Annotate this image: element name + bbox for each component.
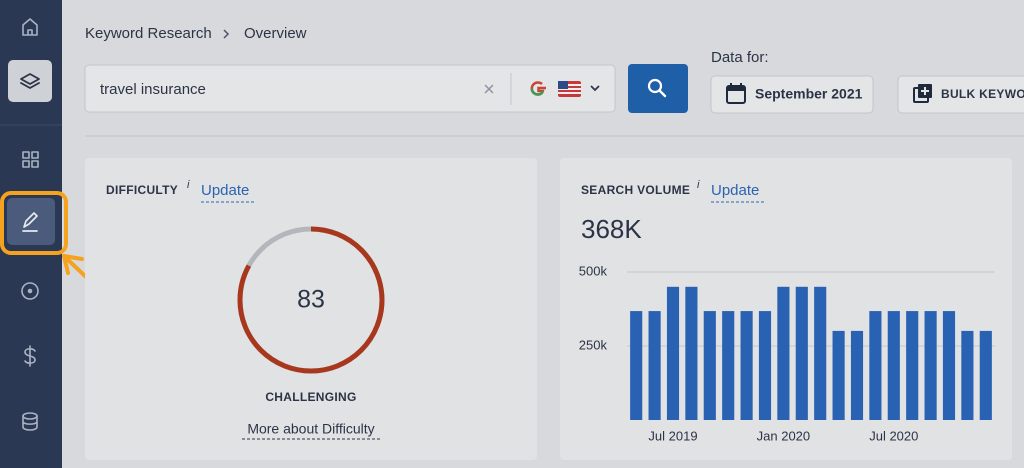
bar	[906, 311, 919, 420]
database-icon[interactable]	[22, 412, 38, 431]
bar	[666, 286, 680, 420]
search-query[interactable]: travel insurance	[100, 81, 206, 98]
layers-button[interactable]	[8, 60, 52, 102]
dollar-icon[interactable]	[24, 345, 36, 367]
bar	[832, 330, 845, 420]
update-link[interactable]: Update	[201, 182, 249, 199]
chart-subtitle: 368K	[581, 214, 642, 244]
bar	[942, 311, 956, 420]
date-value[interactable]: September 2021	[755, 86, 863, 102]
x-tick-label: Jul 2019	[648, 428, 697, 443]
difficulty-link[interactable]: More about Difficulty	[247, 421, 374, 437]
bar	[961, 330, 974, 420]
google-logo	[530, 81, 546, 96]
bar	[795, 286, 808, 420]
donut-arc	[237, 226, 385, 374]
breadcrumb-separator	[223, 29, 230, 39]
bar	[777, 286, 790, 420]
data-for-label: Data for:	[711, 49, 769, 66]
region-dropdown[interactable]	[590, 85, 600, 92]
search-icon	[647, 78, 667, 98]
search-input[interactable]	[84, 64, 616, 113]
difficulty-value: 83	[297, 286, 325, 314]
date-button[interactable]	[710, 75, 874, 114]
bar	[887, 311, 900, 420]
bar	[630, 311, 643, 420]
clear-icon[interactable]	[484, 84, 494, 94]
bar	[722, 311, 735, 420]
highlight-frame	[0, 191, 68, 255]
info-icon[interactable]: i	[697, 179, 700, 191]
bar	[924, 311, 937, 420]
bar	[648, 311, 661, 420]
difficulty-title: DIFFICULTY	[106, 183, 178, 197]
y-tick-label: 250k	[579, 337, 608, 352]
grid-icon[interactable]	[22, 151, 39, 168]
difficulty-card	[85, 158, 537, 460]
target-icon[interactable]	[21, 282, 39, 300]
breadcrumb-current: Overview	[244, 25, 307, 42]
bar	[740, 311, 753, 420]
info-icon[interactable]: i	[187, 179, 190, 191]
us-flag[interactable]	[558, 81, 581, 97]
bulk-icon	[913, 84, 932, 103]
x-tick-label: Jul 2020	[869, 428, 918, 443]
difficulty-rating: CHALLENGING	[265, 390, 356, 404]
edit-icon	[22, 212, 38, 232]
x-tick-label: Jan 2020	[757, 428, 811, 443]
layers-icon	[20, 73, 40, 89]
bar	[979, 330, 992, 420]
bar	[758, 311, 772, 420]
bar	[685, 286, 698, 420]
calendar-icon	[726, 83, 746, 104]
bar	[814, 286, 827, 420]
bar	[850, 330, 864, 420]
bulk-label[interactable]: BULK KEYWOR	[941, 87, 1024, 101]
bar	[869, 311, 882, 420]
chart-title: SEARCH VOLUME	[581, 183, 690, 197]
bar	[703, 311, 716, 420]
bar-chart: 250k 500k Jul 2019 Jan 2020 Jul 2020	[579, 263, 995, 443]
update-link[interactable]: Update	[711, 182, 759, 199]
y-tick-label: 500k	[579, 263, 608, 278]
home-icon[interactable]	[22, 18, 38, 36]
breadcrumb-parent[interactable]: Keyword Research	[85, 25, 212, 42]
search-button[interactable]	[628, 64, 688, 113]
